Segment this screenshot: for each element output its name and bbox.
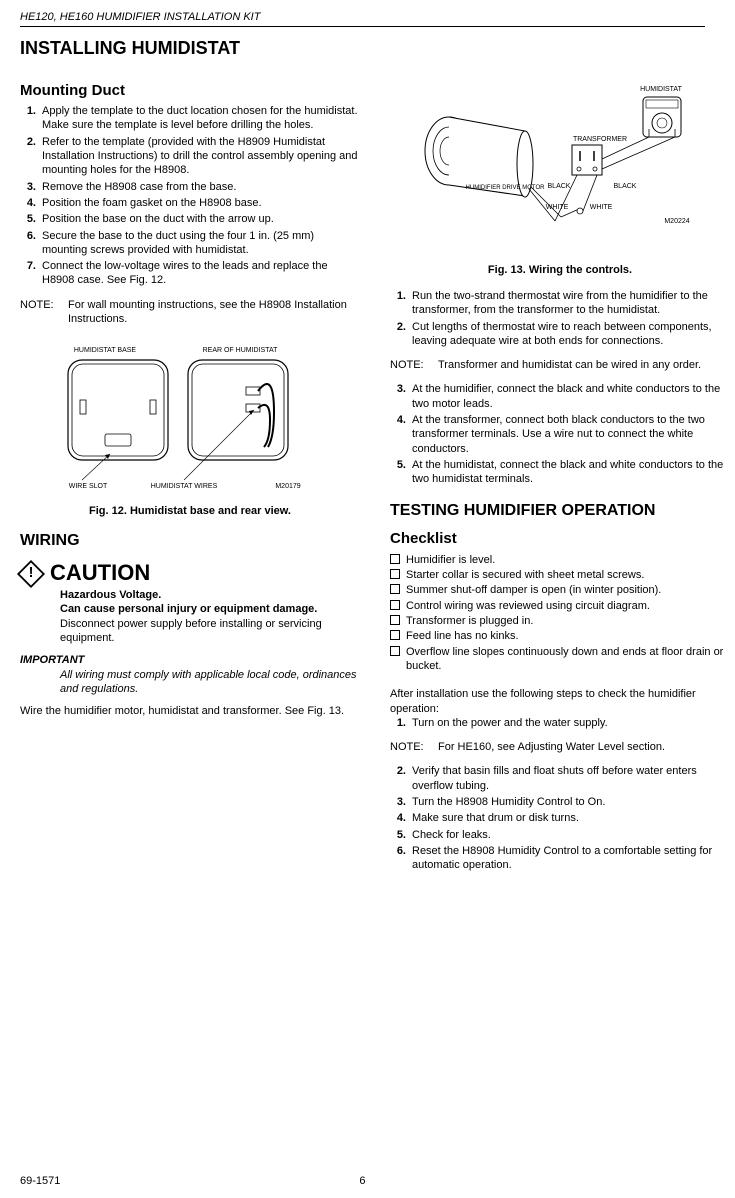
checkbox-icon <box>390 630 400 640</box>
important-word: IMPORTANT <box>20 653 360 667</box>
list-item: At the transformer, connect both black c… <box>412 413 730 456</box>
caution-word: CAUTION <box>50 559 150 588</box>
wiring-steps-a: 1.Run the two-strand thermostat wire fro… <box>390 289 730 348</box>
page-footer: 69-1571 6 <box>20 1174 705 1188</box>
svg-text:BLACK: BLACK <box>614 183 637 190</box>
list-item: Feed line has no kinks. <box>406 629 730 643</box>
svg-text:HUMIDISTAT BASE: HUMIDISTAT BASE <box>74 347 137 354</box>
list-item: Connect the low-voltage wires to the lea… <box>42 259 360 288</box>
note: NOTE: For HE160, see Adjusting Water Lev… <box>390 740 730 754</box>
svg-text:WHITE: WHITE <box>590 204 613 211</box>
note-body: For HE160, see Adjusting Water Level sec… <box>438 740 730 754</box>
left-column: Mounting Duct 1.Apply the template to th… <box>20 73 360 875</box>
note: NOTE: Transformer and humidistat can be … <box>390 358 730 372</box>
svg-text:TRANSFORMER: TRANSFORMER <box>573 136 627 143</box>
checkbox-icon <box>390 615 400 625</box>
svg-text:M20179: M20179 <box>275 483 300 490</box>
list-item: Transformer is plugged in. <box>406 614 730 628</box>
checkbox-icon <box>390 554 400 564</box>
list-item: Run the two-strand thermostat wire from … <box>412 289 730 318</box>
after-steps-b: 2.Verify that basin fills and float shut… <box>390 764 730 872</box>
list-item: Summer shut-off damper is open (in winte… <box>406 583 730 597</box>
svg-text:M20224: M20224 <box>664 218 689 225</box>
list-item: Check for leaks. <box>412 828 730 842</box>
figure-caption: Fig. 12. Humidistat base and rear view. <box>20 504 360 518</box>
note-body: For wall mounting instructions, see the … <box>68 298 360 327</box>
figure-caption: Fig. 13. Wiring the controls. <box>390 263 730 277</box>
list-item: Turn the H8908 Humidity Control to On. <box>412 795 730 809</box>
list-item: Apply the template to the duct location … <box>42 104 360 133</box>
checkbox-icon <box>390 584 400 594</box>
note-label: NOTE: <box>390 740 438 754</box>
after-install-text: After installation use the following ste… <box>390 687 730 716</box>
list-item: Overflow line slopes continuously down a… <box>406 645 730 674</box>
list-item: Control wiring was reviewed using circui… <box>406 599 730 613</box>
checkbox-icon <box>390 569 400 579</box>
note: NOTE: For wall mounting instructions, se… <box>20 298 360 327</box>
list-item: Remove the H8908 case from the base. <box>42 180 360 194</box>
list-item: Refer to the template (provided with the… <box>42 135 360 178</box>
list-item: Position the base on the duct with the a… <box>42 212 360 226</box>
figure-12-diagram: HUMIDISTAT BASE REAR OF HUMIDISTAT <box>50 342 330 492</box>
note-body: Transformer and humidistat can be wired … <box>438 358 730 372</box>
checklist-title: Checklist <box>390 529 730 549</box>
checkbox-icon <box>390 646 400 656</box>
list-item: Secure the base to the duct using the fo… <box>42 229 360 258</box>
list-item: Make sure that drum or disk turns. <box>412 811 730 825</box>
list-item: Cut lengths of thermostat wire to reach … <box>412 320 730 349</box>
testing-title: TESTING HUMIDIFIER OPERATION <box>390 501 730 522</box>
list-item: Verify that basin fills and float shuts … <box>412 764 730 793</box>
after-steps-a: 1.Turn on the power and the water supply… <box>390 716 730 730</box>
svg-text:WIRE SLOT: WIRE SLOT <box>69 483 108 490</box>
main-columns: Mounting Duct 1.Apply the template to th… <box>20 73 705 875</box>
footer-page: 6 <box>248 1174 476 1188</box>
list-item: At the humidistat, connect the black and… <box>412 458 730 487</box>
note-label: NOTE: <box>20 298 68 327</box>
caution-icon <box>17 560 45 588</box>
svg-text:REAR OF HUMIDISTAT: REAR OF HUMIDISTAT <box>203 347 279 354</box>
caution-body: Hazardous Voltage. Can cause personal in… <box>20 588 360 645</box>
important-body: All wiring must comply with applicable l… <box>20 668 360 697</box>
svg-text:WHITE: WHITE <box>546 204 569 211</box>
figure-13-diagram: HUMIDISTAT TRANSFORMER HUMIDIFI <box>405 81 715 251</box>
page-header: HE120, HE160 HUMIDIFIER INSTALLATION KIT <box>20 10 705 27</box>
caution-block: CAUTION Hazardous Voltage. Can cause per… <box>20 559 360 645</box>
svg-text:HUMIDISTAT: HUMIDISTAT <box>640 86 682 93</box>
footer-left: 69-1571 <box>20 1174 248 1188</box>
svg-text:BLACK: BLACK <box>548 183 571 190</box>
wiring-steps-b: 3.At the humidifier, connect the black a… <box>390 382 730 486</box>
list-item: Position the foam gasket on the H8908 ba… <box>42 196 360 210</box>
list-item: Starter collar is secured with sheet met… <box>406 568 730 582</box>
mounting-title: Mounting Duct <box>20 81 360 101</box>
checkbox-icon <box>390 600 400 610</box>
checklist: Humidifier is level. Starter collar is s… <box>390 553 730 673</box>
list-item: Humidifier is level. <box>406 553 730 567</box>
important-block: IMPORTANT All wiring must comply with ap… <box>20 653 360 696</box>
section-title: INSTALLING HUMIDISTAT <box>20 37 705 60</box>
list-item: Reset the H8908 Humidity Control to a co… <box>412 844 730 873</box>
svg-text:HUMIDISTAT WIRES: HUMIDISTAT WIRES <box>151 483 218 490</box>
right-column: HUMIDISTAT TRANSFORMER HUMIDIFI <box>390 73 730 875</box>
list-item: At the humidifier, connect the black and… <box>412 382 730 411</box>
list-item: Turn on the power and the water supply. <box>412 716 730 730</box>
svg-text:HUMIDIFIER DRIVE MOTOR: HUMIDIFIER DRIVE MOTOR <box>466 185 546 191</box>
wiring-title: WIRING <box>20 531 360 552</box>
wiring-intro: Wire the humidifier motor, humidistat an… <box>20 704 360 718</box>
mounting-list: 1.Apply the template to the duct locatio… <box>20 104 360 288</box>
note-label: NOTE: <box>390 358 438 372</box>
